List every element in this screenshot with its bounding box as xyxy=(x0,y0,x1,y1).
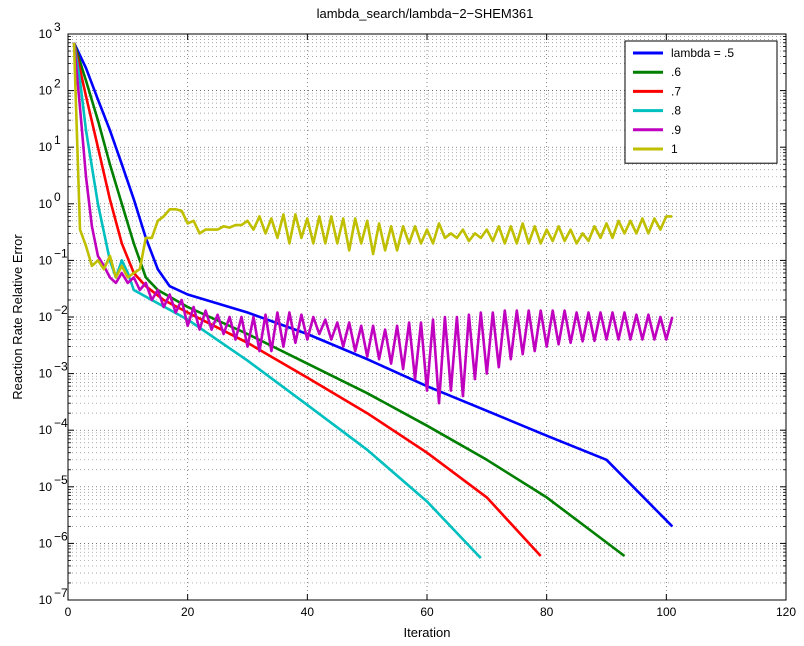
legend-label: 1 xyxy=(671,142,678,156)
x-axis: 0 20 40 60 80 100 120 xyxy=(65,34,796,619)
x-axis-label: Iteration xyxy=(404,625,451,640)
x-tick-label: 60 xyxy=(420,605,434,619)
x-tick-label: 0 xyxy=(65,605,72,619)
y-tick-exponent: −7 xyxy=(54,586,68,600)
y-tick-exponent: 3 xyxy=(54,20,61,34)
series-line-6 xyxy=(72,42,673,279)
legend-label: .7 xyxy=(671,84,681,98)
x-tick-label: 20 xyxy=(181,605,195,619)
y-tick-exponent: 1 xyxy=(54,133,61,147)
y-tick-exponent: −1 xyxy=(54,246,68,260)
chart-title: lambda_search/lambda−2−SHEM361 xyxy=(317,6,534,21)
y-tick-label: 10 xyxy=(39,140,53,154)
series-line-1 xyxy=(72,42,674,528)
y-tick-label: 10 xyxy=(39,367,53,381)
x-tick-label: 40 xyxy=(301,605,315,619)
y-axis-label: Reaction Rate Relative Error xyxy=(10,234,25,400)
y-tick-exponent: 2 xyxy=(54,77,61,91)
series-line-3 xyxy=(72,42,542,557)
series-lines xyxy=(72,42,674,559)
series-line-2 xyxy=(72,42,626,558)
legend-label: .6 xyxy=(671,65,681,79)
legend-label: lambda = .5 xyxy=(671,46,734,60)
y-tick-exponent: 0 xyxy=(54,190,61,204)
y-tick-exponent: −5 xyxy=(54,473,68,487)
x-tick-label: 100 xyxy=(656,605,676,619)
legend: lambda = .5 .6 .7 .8 .9 1 xyxy=(624,40,778,164)
legend-box xyxy=(624,40,778,164)
y-tick-label: 10 xyxy=(39,197,53,211)
y-tick-label: 10 xyxy=(39,593,53,607)
y-tick-label: 10 xyxy=(39,310,53,324)
y-tick-label: 10 xyxy=(39,253,53,267)
y-tick-exponent: −4 xyxy=(54,416,68,430)
x-tick-label: 80 xyxy=(540,605,554,619)
y-tick-label: 10 xyxy=(39,84,53,98)
y-tick-label: 10 xyxy=(39,27,53,41)
x-tick-label: 120 xyxy=(776,605,796,619)
legend-label: .8 xyxy=(671,104,681,118)
y-tick-exponent: −6 xyxy=(54,529,68,543)
y-tick-label: 10 xyxy=(39,423,53,437)
series-line-5 xyxy=(72,42,674,405)
series-line-4 xyxy=(72,42,482,559)
legend-label: .9 xyxy=(671,123,681,137)
y-tick-exponent: −2 xyxy=(54,303,68,317)
y-tick-label: 10 xyxy=(39,536,53,550)
y-tick-exponent: −3 xyxy=(54,360,68,374)
y-tick-label: 10 xyxy=(39,480,53,494)
